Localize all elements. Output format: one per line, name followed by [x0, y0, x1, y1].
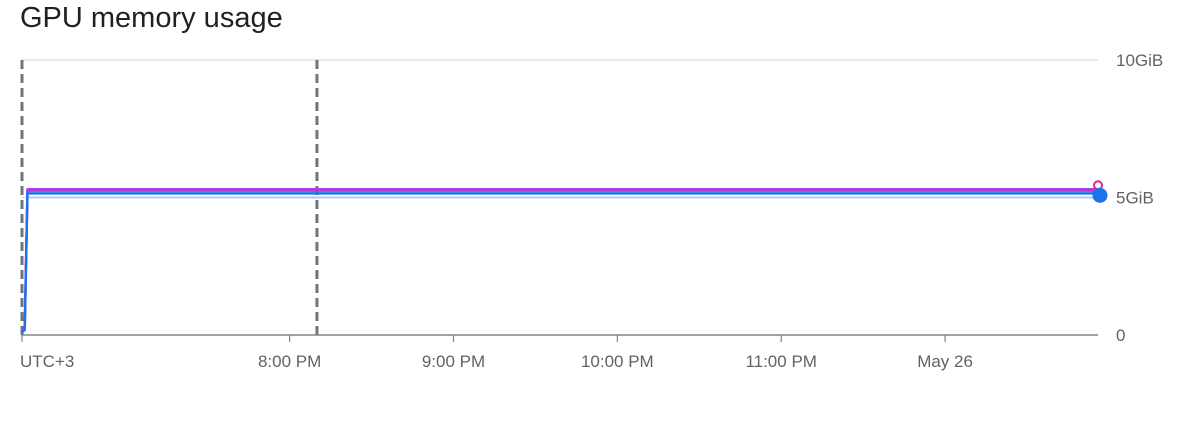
event-markers: [20, 60, 319, 337]
x-tick-label: 10:00 PM: [581, 352, 654, 371]
y-tick-label: 0: [1116, 326, 1125, 345]
x-tick-label: 8:00 PM: [258, 352, 321, 371]
series-line: [21, 189, 1098, 334]
y-tick-label: 10GiB: [1116, 51, 1163, 70]
axis-ticks: [21, 335, 946, 342]
series-lines: [21, 180, 1108, 334]
series-line: [21, 192, 1098, 334]
tick-labels: 0 5GiB 10GiB UTC+3 8:00 PM 9:00 PM 10:00 PM 11:…: [20, 51, 1163, 371]
series-line: [21, 188, 1098, 331]
x-tick-label: 9:00 PM: [422, 352, 485, 371]
timezone-label: UTC+3: [20, 352, 74, 371]
series-line: [21, 196, 1098, 334]
x-tick-label: May 26: [917, 352, 973, 371]
y-tick-label: 5GiB: [1116, 189, 1154, 208]
chart-title: GPU memory usage: [20, 2, 283, 34]
x-tick-label: 11:00 PM: [745, 352, 817, 371]
series-end-point: [1092, 187, 1108, 203]
